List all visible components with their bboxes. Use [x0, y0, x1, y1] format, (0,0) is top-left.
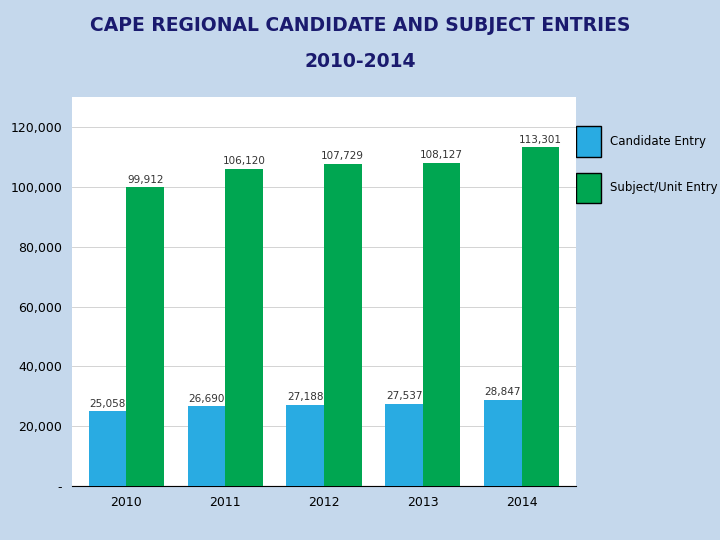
Text: 106,120: 106,120	[222, 156, 266, 166]
Text: CAPE REGIONAL CANDIDATE AND SUBJECT ENTRIES: CAPE REGIONAL CANDIDATE AND SUBJECT ENTR…	[90, 16, 630, 35]
Text: 26,690: 26,690	[188, 394, 225, 404]
Bar	[126, 187, 164, 486]
Text: 27,537: 27,537	[386, 392, 423, 401]
FancyBboxPatch shape	[576, 126, 600, 157]
Text: Candidate Entry: Candidate Entry	[611, 135, 706, 148]
Bar	[188, 406, 225, 486]
Bar	[423, 163, 460, 486]
FancyBboxPatch shape	[576, 173, 600, 203]
Text: 108,127: 108,127	[420, 150, 463, 160]
Text: 28,847: 28,847	[485, 387, 521, 397]
Text: Subject/Unit Entry: Subject/Unit Entry	[611, 181, 718, 194]
Bar	[484, 400, 522, 486]
Text: 27,188: 27,188	[287, 392, 323, 402]
Bar	[385, 403, 423, 486]
Text: 107,729: 107,729	[321, 151, 364, 161]
Text: 25,058: 25,058	[89, 399, 126, 409]
Text: 2010-2014: 2010-2014	[305, 52, 415, 71]
Text: 99,912: 99,912	[127, 175, 163, 185]
Text: 113,301: 113,301	[519, 135, 562, 145]
Bar	[522, 147, 559, 486]
Bar	[287, 404, 324, 486]
Bar	[324, 164, 361, 486]
Bar	[225, 168, 263, 486]
Bar	[89, 411, 126, 486]
